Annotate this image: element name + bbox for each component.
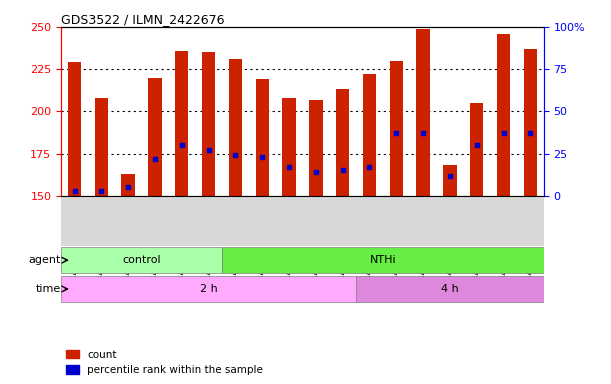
Text: 2 h: 2 h <box>200 284 218 294</box>
Bar <box>61 247 222 273</box>
Point <box>311 169 321 175</box>
Bar <box>222 247 544 273</box>
Point <box>123 184 133 190</box>
Point <box>97 188 106 194</box>
Point <box>472 142 481 148</box>
Text: GDS3522 / ILMN_2422676: GDS3522 / ILMN_2422676 <box>61 13 225 26</box>
Bar <box>390 61 403 196</box>
Bar <box>202 52 215 196</box>
Bar <box>68 62 81 196</box>
Bar <box>336 89 349 196</box>
Bar <box>95 98 108 196</box>
Bar <box>363 74 376 196</box>
Bar <box>497 34 510 196</box>
Point <box>499 130 508 136</box>
Text: NTHi: NTHi <box>370 255 396 265</box>
Bar <box>309 99 323 196</box>
Point <box>445 172 455 179</box>
Bar <box>175 51 188 196</box>
Point <box>177 142 187 148</box>
Bar <box>470 103 483 196</box>
Point <box>418 130 428 136</box>
Bar <box>282 98 296 196</box>
Text: control: control <box>122 255 161 265</box>
Bar <box>122 174 135 196</box>
Bar <box>61 276 356 302</box>
Bar <box>255 79 269 196</box>
Text: time: time <box>36 284 61 294</box>
Legend: count, percentile rank within the sample: count, percentile rank within the sample <box>67 350 263 375</box>
Point <box>257 154 267 160</box>
Bar <box>417 28 430 196</box>
Bar <box>229 59 242 196</box>
Point <box>150 156 160 162</box>
Point <box>525 130 535 136</box>
Point <box>392 130 401 136</box>
Point <box>70 188 79 194</box>
Point <box>284 164 294 170</box>
Point <box>230 152 240 158</box>
Point <box>365 164 375 170</box>
Bar <box>443 166 456 196</box>
Bar <box>148 78 162 196</box>
Point <box>338 167 348 174</box>
Text: agent: agent <box>29 255 61 265</box>
Bar <box>356 276 544 302</box>
Text: 4 h: 4 h <box>441 284 459 294</box>
Point <box>203 147 213 153</box>
Bar <box>524 49 537 196</box>
